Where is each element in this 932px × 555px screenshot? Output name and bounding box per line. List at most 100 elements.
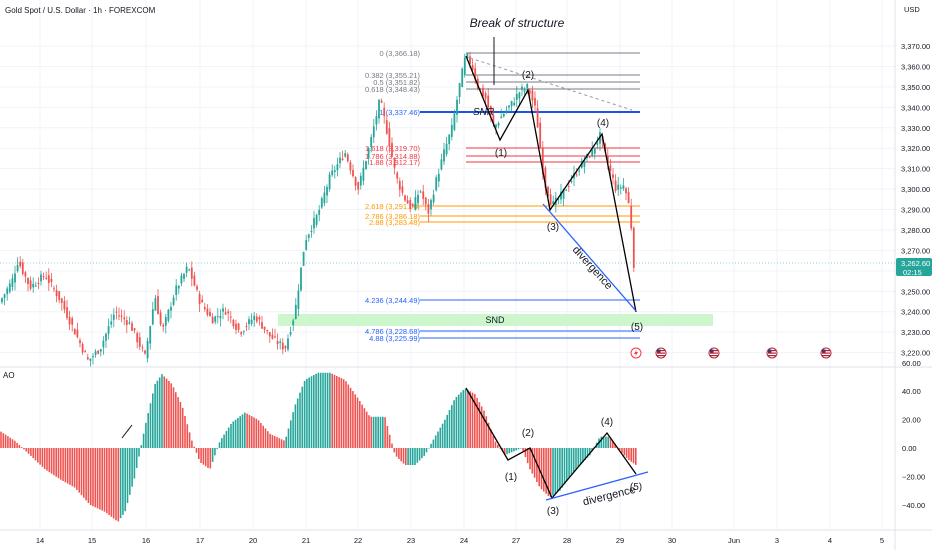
candle-body [177,285,180,289]
candle-body [617,184,620,190]
candle-body [619,187,622,189]
us-flag-icon[interactable] [766,347,778,359]
candle-body [300,267,302,291]
us-flag-icon-stripe [710,355,718,357]
ao-bar [168,381,170,448]
candle-body [1,298,3,303]
ao-axis-tick: 20.00 [902,416,921,425]
ao-bar [225,431,228,448]
fib-level-label: 0.382 (3,355.21) [365,71,421,80]
ao-bar [513,448,515,452]
ao-bar [248,414,251,448]
us-flag-icon-stripe [768,352,776,354]
ao-bar [41,448,44,467]
candle-body [32,283,35,288]
ao-bar [559,448,561,491]
candle-body [45,277,48,279]
ao-bar [227,427,230,448]
ao-bar [515,448,517,451]
ao-bar [545,448,547,494]
candle-body [424,197,427,205]
ao-bar [453,400,455,448]
time-axis-tick: 20 [249,536,257,545]
lightning-icon[interactable] [630,347,642,359]
ao-bar [418,448,421,461]
candle-body [547,186,549,197]
candle-body [222,308,224,312]
candle-body [370,136,373,148]
ao-bar [232,421,235,448]
ao-bar [273,436,276,448]
ao-bar [416,448,419,463]
candle-body [417,194,419,204]
ao-bar [11,439,14,448]
ao-bar [296,398,299,448]
ao-bar [292,412,294,448]
candle-body [53,288,55,290]
ao-bar [80,448,83,496]
us-flag-icon-stripe [657,352,665,354]
ao-bar [388,434,391,448]
ao-bar [30,448,32,456]
ao-bar [577,448,580,467]
ao-bar [303,380,306,448]
ao-bar [575,448,577,470]
ao-bar [570,448,573,475]
ao-bar [444,419,446,448]
ao-bar [9,437,11,448]
candle-body [320,198,323,208]
candle-body [164,317,167,326]
candle-body [404,195,406,201]
us-flag-icon[interactable] [708,347,720,359]
ao-bar [87,448,90,503]
candle-body [380,100,383,103]
candle-body [622,185,625,189]
us-flag-icon-canton [822,349,826,353]
candle-body [159,312,162,325]
candle-body [133,328,136,331]
candle-body [430,199,432,210]
ao-wave-label: (3) [547,506,559,517]
candle-body [437,173,440,182]
ao-bar [89,448,92,506]
ao-bar [340,378,343,448]
price-wave-label: (1) [495,148,507,159]
ao-bar [223,434,225,448]
candle-body [489,105,492,115]
price-axis-tick: 3,350.00 [901,83,930,92]
candle-body [552,201,555,204]
ao-bar [448,410,451,448]
ao-bar [487,422,490,448]
ao-bar [108,448,110,516]
candle-body [118,315,120,317]
candle-body [492,114,495,125]
candle-body [440,159,443,170]
candle-body [68,316,71,325]
candle-body [531,90,534,101]
ao-bar [524,448,527,458]
ao-bar [76,448,78,490]
ao-bar [43,448,46,470]
ao-bar [605,436,607,448]
time-axis-tick: 27 [512,536,520,545]
ao-bar [202,448,205,465]
us-flag-icon[interactable] [655,347,667,359]
price-axis-tick: 3,340.00 [901,103,930,112]
ao-bar [480,406,483,448]
ao-bar [584,448,586,460]
us-flag-icon[interactable] [820,347,832,359]
ao-bar [467,390,469,448]
ao-bar [393,448,396,453]
ao-bar [181,407,184,448]
ao-bar [149,403,152,448]
candle-body [341,158,344,160]
candle-body [276,341,279,345]
ao-bar [152,393,154,448]
candle-body [47,275,50,284]
ao-bar [437,431,439,448]
candle-body [502,113,505,117]
candle-body [24,272,27,277]
ao-bar [635,448,637,465]
fib-level-label: 0.618 (3,348.43) [365,85,421,94]
